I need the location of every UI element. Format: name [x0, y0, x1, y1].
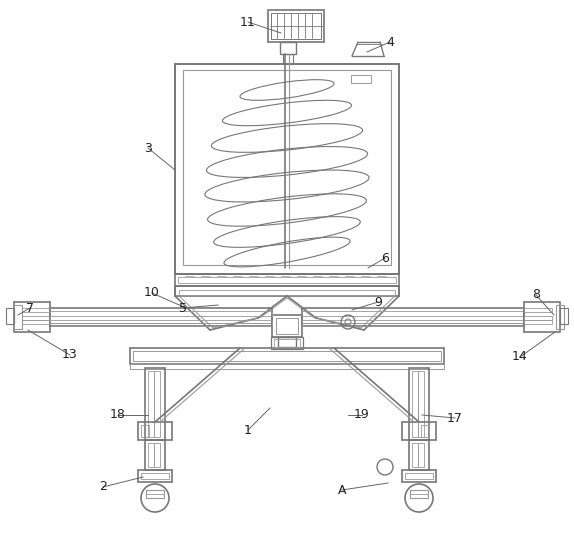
Bar: [524, 308, 552, 312]
Bar: [6, 308, 14, 324]
Bar: [271, 13, 321, 39]
Bar: [560, 308, 568, 324]
Bar: [138, 470, 172, 482]
Bar: [148, 371, 154, 437]
Bar: [409, 440, 429, 470]
Bar: [402, 470, 436, 482]
Bar: [138, 422, 172, 440]
Text: 18: 18: [110, 408, 126, 421]
Text: 7: 7: [26, 301, 34, 315]
Text: 8: 8: [532, 288, 540, 301]
Bar: [133, 351, 441, 361]
Bar: [50, 311, 272, 316]
Bar: [280, 42, 296, 54]
Text: 9: 9: [374, 296, 382, 309]
Bar: [175, 64, 399, 274]
Bar: [148, 443, 154, 467]
Bar: [302, 320, 524, 323]
Text: 19: 19: [354, 408, 370, 421]
Bar: [14, 302, 50, 332]
Bar: [421, 425, 429, 437]
Bar: [268, 10, 324, 42]
Text: 13: 13: [62, 349, 78, 362]
Bar: [175, 274, 399, 286]
Bar: [302, 323, 524, 326]
Bar: [183, 70, 391, 265]
Bar: [278, 337, 296, 347]
Bar: [146, 490, 164, 498]
Bar: [524, 302, 560, 332]
Bar: [274, 339, 300, 347]
Text: 3: 3: [144, 142, 152, 155]
Bar: [409, 368, 429, 440]
Bar: [276, 318, 298, 334]
Bar: [302, 311, 524, 316]
Bar: [556, 305, 564, 329]
Text: 6: 6: [381, 252, 389, 264]
Bar: [145, 368, 165, 440]
Bar: [179, 290, 395, 295]
Bar: [154, 443, 160, 467]
Bar: [283, 54, 293, 64]
Bar: [178, 277, 396, 283]
Text: A: A: [338, 483, 346, 497]
Bar: [271, 337, 303, 349]
Bar: [141, 425, 149, 437]
Bar: [50, 320, 272, 323]
Bar: [402, 422, 436, 440]
Bar: [410, 490, 428, 498]
Bar: [154, 371, 160, 437]
Bar: [524, 316, 552, 320]
Bar: [50, 323, 272, 326]
Bar: [412, 443, 418, 467]
Text: 10: 10: [144, 286, 160, 300]
Bar: [22, 308, 50, 312]
Bar: [524, 320, 552, 324]
Bar: [22, 316, 50, 320]
Bar: [351, 75, 371, 83]
Bar: [141, 473, 169, 479]
Bar: [130, 348, 444, 364]
Bar: [50, 308, 272, 326]
Text: 17: 17: [447, 411, 463, 425]
Bar: [272, 315, 302, 337]
Bar: [302, 308, 524, 326]
Bar: [145, 440, 165, 470]
Bar: [22, 320, 50, 324]
Text: 2: 2: [99, 480, 107, 493]
Text: 5: 5: [179, 301, 187, 315]
Text: 14: 14: [512, 350, 528, 363]
Text: 4: 4: [386, 36, 394, 49]
Bar: [418, 443, 424, 467]
Bar: [130, 364, 444, 369]
Bar: [405, 473, 433, 479]
Bar: [412, 371, 418, 437]
Text: 1: 1: [244, 424, 252, 436]
Bar: [418, 371, 424, 437]
Bar: [175, 286, 399, 296]
Text: 11: 11: [240, 16, 256, 28]
Bar: [14, 305, 22, 329]
